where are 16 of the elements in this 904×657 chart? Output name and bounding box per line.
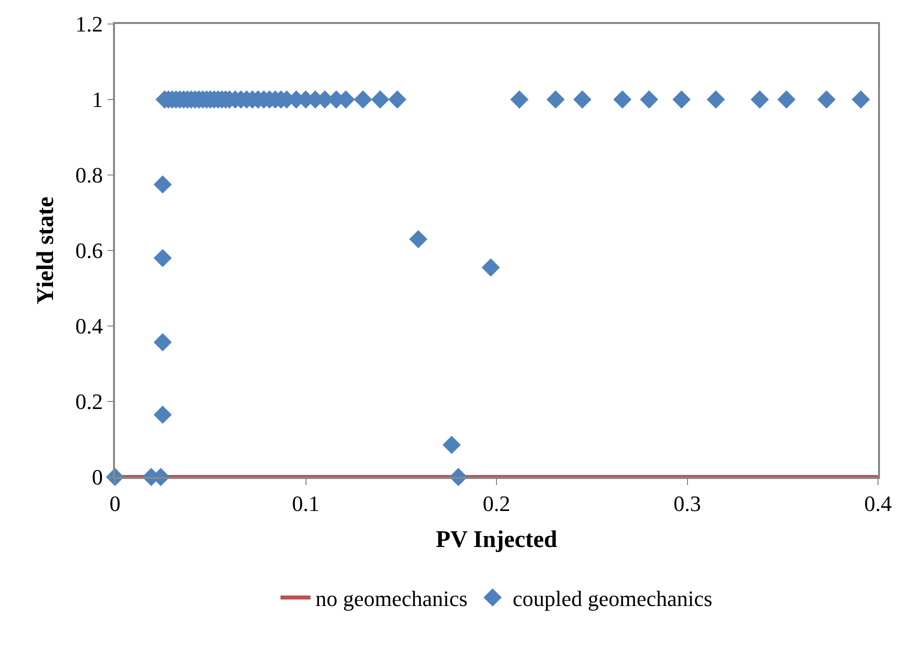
y-tick-label: 1.2 xyxy=(75,12,103,37)
y-tick-label: 0 xyxy=(92,464,103,490)
legend-label: coupled geomechanics xyxy=(512,586,712,612)
y-tick-label: 0.4 xyxy=(75,314,103,339)
x-axis-title: PV Injected xyxy=(436,526,558,553)
x-tick-label: 0 xyxy=(110,491,120,516)
y-axis-title: Yield state xyxy=(32,196,59,304)
legend-label: no geomechanics xyxy=(316,586,468,612)
y-tick-label: 0.8 xyxy=(75,162,103,188)
x-tick-label: 0.2 xyxy=(482,491,510,516)
y-tick-label: 0.2 xyxy=(75,389,103,414)
x-tick-label: 0.3 xyxy=(674,491,701,516)
x-tick-label: 0.1 xyxy=(292,491,320,516)
y-tick-label: 0.6 xyxy=(75,238,103,264)
y-tick-label: 1 xyxy=(92,87,103,112)
x-tick-label: 0.4 xyxy=(864,491,892,516)
